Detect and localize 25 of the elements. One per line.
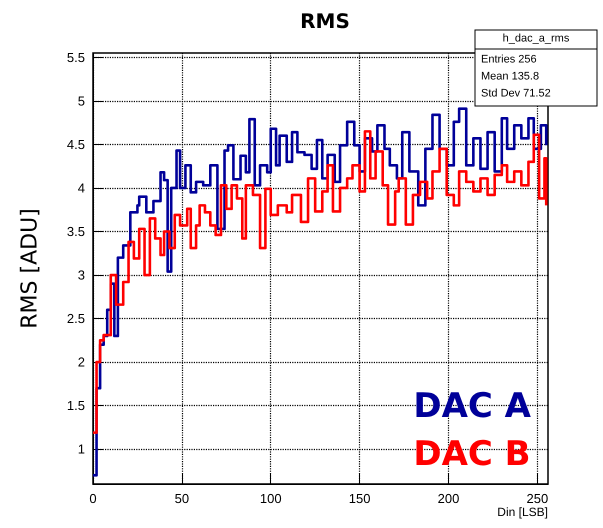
y-tick-label: 4 xyxy=(78,180,85,196)
text: DAC B xyxy=(413,434,531,474)
annotation: Entries 256 xyxy=(481,54,537,66)
y-tick-label: 1.5 xyxy=(66,398,85,414)
y-tick-label: 2.5 xyxy=(66,311,85,326)
x-tick-label: 100 xyxy=(260,491,282,506)
annotation: Mean 135.8 xyxy=(481,70,540,82)
text: h_dac_a_rms xyxy=(502,32,570,44)
chart-title: RMS xyxy=(300,9,350,33)
x-tick-label: 150 xyxy=(348,491,370,506)
y-tick-label: 3.5 xyxy=(66,224,85,239)
x-tick-label: 50 xyxy=(174,491,190,506)
y-tick-label: 1 xyxy=(78,442,85,457)
x-tick-label: 250 xyxy=(526,491,548,506)
y-tick-label: 3 xyxy=(78,268,85,283)
y-tick-label: 5 xyxy=(78,93,85,108)
annotation: Std Dev 71.52 xyxy=(481,88,551,100)
x-tick-label: 0 xyxy=(89,491,97,506)
y-tick-label: 5.5 xyxy=(66,50,85,65)
y-tick-label: 2 xyxy=(78,354,85,370)
y-axis-title: RMS [ADU] xyxy=(18,208,42,329)
text: DAC A xyxy=(413,386,532,426)
y-tick-label: 4.5 xyxy=(66,136,85,152)
x-axis-title: Din [LSB] xyxy=(497,505,548,519)
x-tick-label: 200 xyxy=(438,491,460,506)
